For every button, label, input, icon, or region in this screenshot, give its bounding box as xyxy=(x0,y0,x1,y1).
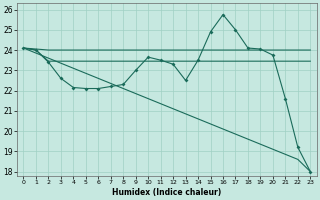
X-axis label: Humidex (Indice chaleur): Humidex (Indice chaleur) xyxy=(112,188,221,197)
